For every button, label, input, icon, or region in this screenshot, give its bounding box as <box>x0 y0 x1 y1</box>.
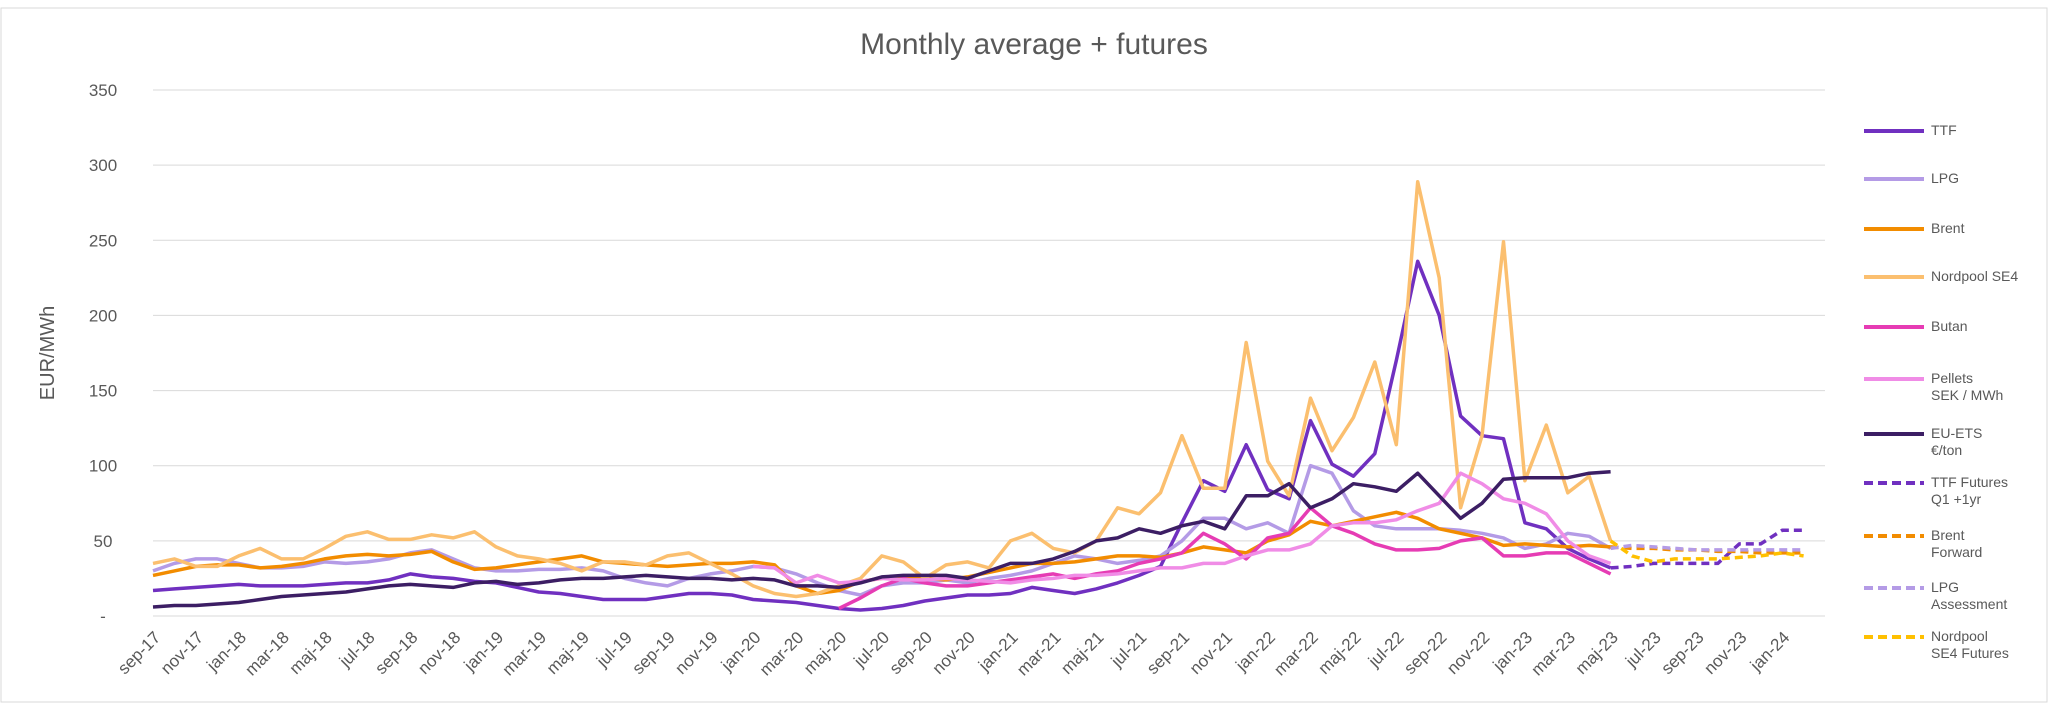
x-tick-label: mar-19 <box>499 628 551 680</box>
x-tick-label: nov-19 <box>671 628 721 678</box>
x-tick-label: nov-18 <box>414 628 464 678</box>
series-line <box>838 506 1612 611</box>
x-tick-label: sep-17 <box>114 628 164 678</box>
x-tick-label: jan-24 <box>1746 628 1794 676</box>
x-tick-label: sep-22 <box>1400 628 1450 678</box>
x-tick-label: mar-23 <box>1528 628 1580 680</box>
x-tick-label: mar-18 <box>241 628 293 680</box>
legend-label: Pellets SEK / MWh <box>1931 370 2004 403</box>
legend-label: LPG <box>1931 170 1960 186</box>
series-line <box>152 259 1612 612</box>
legend-label: Brent Forward <box>1931 527 1983 560</box>
legend-label: TTF <box>1931 122 1957 138</box>
series-line <box>152 179 1613 599</box>
x-tick-label: maj-19 <box>543 628 593 678</box>
legend-label: Brent <box>1931 220 1965 236</box>
y-tick-label: 300 <box>89 156 117 175</box>
series-line <box>1610 543 1804 552</box>
legend-label: Nordpool SE4 Futures <box>1931 628 2009 661</box>
x-tick-label: mar-22 <box>1270 628 1322 680</box>
legend-label: TTF Futures Q1 +1yr <box>1931 474 2009 507</box>
x-tick-label: nov-22 <box>1443 628 1493 678</box>
x-tick-label: sep-21 <box>1143 628 1193 678</box>
y-tick-label: - <box>100 607 106 626</box>
y-tick-label: 250 <box>89 231 117 250</box>
legend-label: Nordpool SE4 <box>1931 268 2019 284</box>
x-tick-label: nov-20 <box>929 628 979 678</box>
y-tick-label: 150 <box>89 382 117 401</box>
legend-label: Butan <box>1931 318 1968 334</box>
x-tick-label: nov-21 <box>1186 628 1236 678</box>
x-tick-label: nov-17 <box>157 628 207 678</box>
legend-label: EU-ETS €/ton <box>1931 425 1983 458</box>
series-line <box>753 471 1612 585</box>
y-axis-label: EUR/MWh <box>37 306 59 400</box>
x-tick-label: sep-20 <box>886 628 936 678</box>
chart-title: Monthly average + futures <box>860 28 1208 61</box>
y-tick-label: 350 <box>89 81 117 100</box>
x-tick-label: maj-23 <box>1572 628 1622 678</box>
x-tick-label: mar-20 <box>756 628 808 680</box>
y-tick-label: 100 <box>89 457 117 476</box>
x-tick-label: mar-21 <box>1013 628 1065 680</box>
series-line <box>152 469 1611 609</box>
x-tick-label: maj-18 <box>286 628 336 678</box>
x-tick-label: sep-18 <box>371 628 421 678</box>
legend-label: LPG Assessment <box>1931 579 2008 612</box>
x-tick-label: maj-22 <box>1315 628 1365 678</box>
x-tick-label: maj-21 <box>1057 628 1107 678</box>
y-tick-label: 50 <box>94 532 113 551</box>
x-tick-label: maj-20 <box>800 628 850 678</box>
series-line <box>1610 528 1804 570</box>
chart-border <box>0 7 2048 703</box>
x-tick-label: sep-19 <box>629 628 679 678</box>
x-tick-label: sep-23 <box>1658 628 1708 678</box>
x-tick-label: nov-23 <box>1700 628 1750 678</box>
y-tick-label: 200 <box>89 306 117 325</box>
